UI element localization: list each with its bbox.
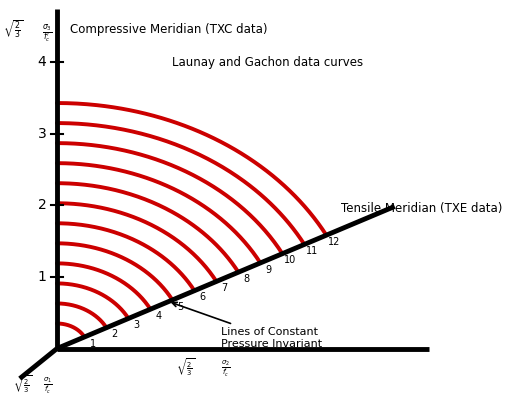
Text: 2: 2 [38, 198, 47, 212]
Text: 1: 1 [37, 270, 47, 284]
Text: 9: 9 [265, 264, 271, 274]
Text: 7: 7 [221, 283, 227, 293]
Text: Launay and Gachon data curves: Launay and Gachon data curves [172, 56, 363, 69]
Text: 5: 5 [177, 302, 183, 312]
Text: 10: 10 [284, 255, 296, 265]
Text: $\sqrt{\frac{2}{3}}$: $\sqrt{\frac{2}{3}}$ [13, 374, 32, 396]
Text: $\frac{\sigma_1}{f_c^{\prime}}$: $\frac{\sigma_1}{f_c^{\prime}}$ [43, 376, 53, 396]
Text: $\sqrt{\frac{2}{3}}$: $\sqrt{\frac{2}{3}}$ [3, 19, 24, 40]
Text: $\frac{\sigma_2}{f_c^{\prime}}$: $\frac{\sigma_2}{f_c^{\prime}}$ [221, 358, 230, 379]
Text: $\frac{\sigma_3}{f_c^{\prime}}$: $\frac{\sigma_3}{f_c^{\prime}}$ [42, 23, 53, 45]
Text: 3: 3 [133, 320, 140, 330]
Text: 12: 12 [328, 237, 341, 247]
Text: 3: 3 [38, 127, 47, 141]
Text: Lines of Constant
Pressure Invariant: Lines of Constant Pressure Invariant [172, 302, 322, 349]
Text: 4: 4 [38, 55, 47, 69]
Text: Compressive Meridian (TXC data): Compressive Meridian (TXC data) [70, 23, 268, 36]
Text: 1: 1 [89, 338, 96, 348]
Text: 8: 8 [243, 274, 249, 284]
Text: Tensile Meridian (TXE data): Tensile Meridian (TXE data) [341, 202, 502, 215]
Text: $\sqrt{\frac{2}{3}}$: $\sqrt{\frac{2}{3}}$ [176, 357, 196, 379]
Text: 4: 4 [155, 311, 161, 321]
Text: 2: 2 [111, 329, 118, 339]
Text: 11: 11 [306, 246, 318, 256]
Text: 6: 6 [199, 292, 205, 302]
